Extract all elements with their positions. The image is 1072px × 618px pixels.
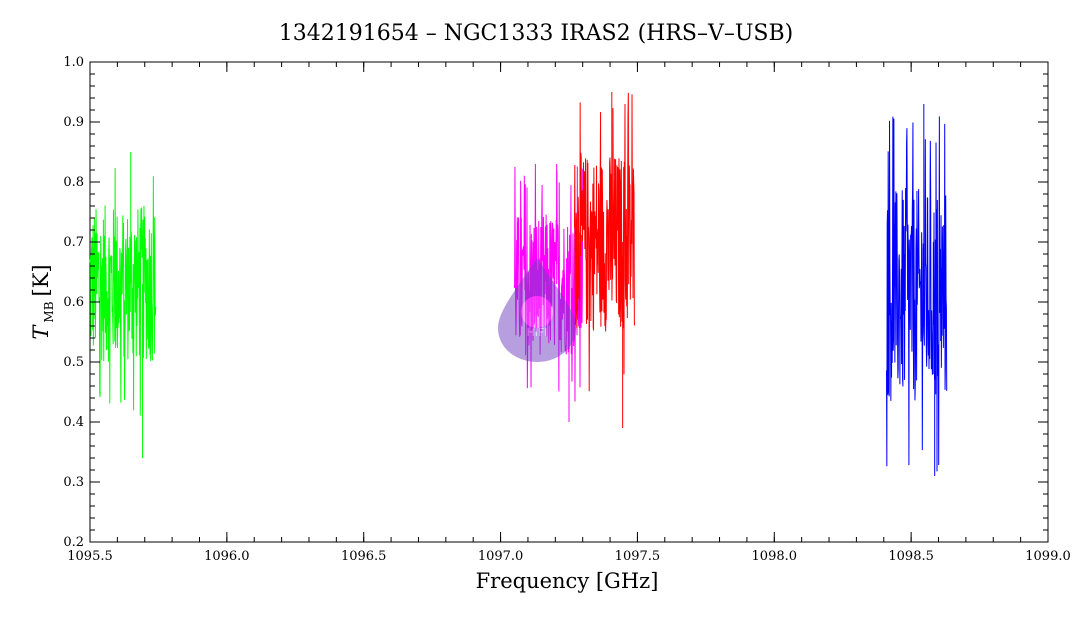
y-tick-label: 0.8 [63,175,84,190]
x-tick-label: 1095.5 [67,549,113,564]
y-axis-ticks: 0.2 0.3 0.4 0.5 0.6 0.7 0.8 0.9 1.0 [63,55,1048,550]
hifi-watermark: HIFI [498,258,576,362]
spectrum-series-0 [89,168,157,416]
y-axis-label-symbol: T [29,324,53,340]
x-tick-label: 1098.0 [752,549,798,564]
y-axis-label: T MB [K] [29,264,56,339]
x-tick-label: 1097.5 [615,549,661,564]
x-axis-ticks: 1095.5 1096.0 1096.5 1097.0 1097.5 1098.0 1098… [67,62,1071,564]
chart-title: 1342191654 – NGC1333 IRAS2 (HRS–V–USB) [279,21,793,46]
y-tick-label: 0.2 [63,535,84,550]
y-tick-label: 0.6 [63,295,84,310]
spectrum-series-3 [886,116,948,472]
svg-text:TMB[K]: T MB [K] [29,264,56,339]
y-axis-label-subscript: MB [42,301,56,322]
x-axis-label: Frequency [GHz] [476,569,659,593]
x-tick-label: 1098.5 [888,549,934,564]
glow-icon [521,296,553,328]
x-tick-label: 1096.5 [341,549,387,564]
y-tick-label: 0.4 [63,415,84,430]
y-tick-label: 0.7 [63,235,84,250]
y-axis-label-unit: [K] [29,264,53,296]
y-tick-label: 0.9 [63,115,84,130]
x-tick-label: 1099.0 [1025,549,1071,564]
y-tick-label: 0.5 [63,355,84,370]
x-tick-label: 1097.0 [478,549,524,564]
y-tick-label: 0.3 [63,475,84,490]
y-tick-label: 1.0 [63,55,84,70]
spectrum-series-2 [573,92,636,392]
x-tick-label: 1096.0 [204,549,250,564]
watermark-text: HIFI [526,326,547,339]
series-layer [89,92,948,476]
